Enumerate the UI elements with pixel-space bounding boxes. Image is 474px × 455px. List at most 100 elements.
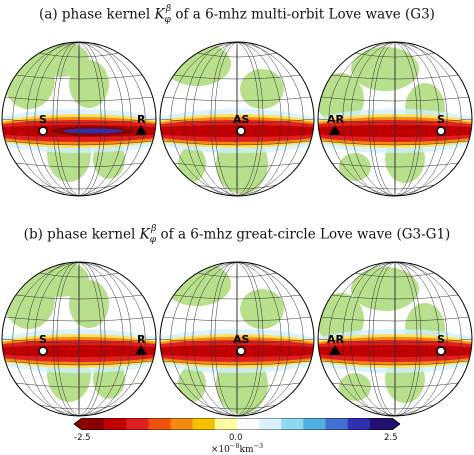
parallel-line (2, 118, 156, 124)
parallel-line (331, 382, 459, 388)
parallel-line (331, 74, 459, 80)
colorbar-segment (281, 418, 304, 430)
meridian-line (236, 262, 238, 416)
marker-label: S (437, 113, 445, 126)
parallel-line (163, 360, 311, 366)
meridian-line (368, 42, 418, 196)
parallel-line (163, 96, 311, 102)
panel-a-title: (a) phase kernel Kφβ of a 6-mhz multi-or… (0, 2, 474, 29)
meridian-line (34, 262, 132, 416)
marker-label: R (137, 113, 146, 126)
kernel-band (2, 345, 156, 357)
marker-label: S (437, 333, 445, 346)
panel-a-globes: S R AS AR S (1, 41, 473, 197)
colorbar-segment (170, 418, 194, 430)
land-mass (351, 267, 419, 311)
parallel-line (163, 140, 311, 146)
colorbar-mid-label: 0.0 (229, 433, 243, 443)
land-mass (339, 373, 371, 401)
meridian-line (34, 42, 132, 196)
colorbar-segment (303, 418, 326, 430)
colorbar-segment (325, 418, 349, 430)
globe-1 (2, 42, 156, 196)
colorbar (74, 418, 400, 430)
panel-b-kernel-sup: β (151, 224, 157, 234)
parallel-line (15, 382, 143, 388)
parallel-line (173, 294, 301, 300)
parallel-line (318, 338, 472, 344)
parallel-line (5, 360, 153, 366)
meridian-line (184, 42, 282, 196)
source-marker (38, 346, 48, 356)
parallel-line (355, 404, 435, 410)
receiver-marker (329, 125, 341, 135)
parallel-line (321, 96, 469, 102)
land-mass (69, 280, 109, 328)
colorbar-max-arrow (392, 418, 400, 430)
panel-b-title: (b) phase kernel Kφβ of a 6-mhz great-ci… (0, 222, 474, 249)
meridian-line (12, 262, 156, 416)
panel-b-kernel-symbol: K (139, 226, 150, 243)
parallel-line (355, 52, 435, 58)
panel-a-kernel-symbol: K (154, 6, 165, 23)
parallel-line (39, 272, 119, 278)
colorbar-min-arrow (74, 418, 82, 430)
parallel-line (5, 316, 153, 322)
colorbar-unit-rest: km (239, 445, 254, 455)
panel-b-kernel-sub: φ (149, 235, 157, 246)
globe-3 (318, 262, 472, 416)
parallel-line (39, 404, 119, 410)
meridian-line (2, 262, 146, 416)
colorbar-segment (104, 418, 127, 430)
marker-label: R (137, 333, 146, 346)
meridian-line (26, 42, 124, 196)
colorbar-unit-exp: −8 (229, 442, 240, 450)
meridian-line (214, 262, 264, 416)
parallel-line (197, 404, 277, 410)
meridian-line (350, 42, 448, 196)
kernel-core-negative (63, 128, 123, 134)
colorbar-max-label: 2.5 (384, 433, 398, 443)
land-mass (339, 153, 371, 181)
meridian-line (170, 262, 314, 416)
land-mass (178, 146, 206, 182)
panel-a-title-suffix: of a 6-mhz multi-orbit Love wave (G3) (171, 6, 435, 23)
parallel-line (39, 184, 119, 190)
parallel-line (355, 272, 435, 278)
meridian-line (368, 262, 418, 416)
meridian-line (56, 42, 106, 196)
parallel-line (5, 140, 153, 146)
meridian-line (318, 42, 462, 196)
globe-outline (159, 41, 315, 197)
meridian-line (78, 262, 80, 416)
parallel-line (331, 162, 459, 168)
meridian-line (192, 262, 290, 416)
colorbar-segment (237, 418, 260, 430)
parallel-line (197, 184, 277, 190)
globe-outline (159, 261, 315, 417)
receiver-marker (135, 345, 147, 355)
globe-outline (1, 41, 157, 197)
colorbar-segment (192, 418, 216, 430)
meridian-line (210, 262, 260, 416)
meridian-line (52, 42, 102, 196)
parallel-line (15, 162, 143, 168)
meridian-line (394, 42, 396, 196)
parallel-line (321, 360, 469, 366)
meridian-line (78, 42, 80, 196)
parallel-line (15, 74, 143, 80)
globe-3 (318, 42, 472, 196)
panel-a-kernel-sup: β (165, 4, 172, 14)
parallel-line (197, 272, 277, 278)
colorbar-segment (126, 418, 149, 430)
colorbar-segment (259, 418, 282, 430)
parallel-line (321, 316, 469, 322)
parallel-line (15, 294, 143, 300)
meridian-line (342, 262, 440, 416)
source-marker (436, 346, 446, 356)
parallel-line (163, 316, 311, 322)
source-marker (236, 126, 246, 136)
meridian-line (342, 42, 440, 196)
meridian-line (214, 42, 264, 196)
parallel-line (39, 52, 119, 58)
